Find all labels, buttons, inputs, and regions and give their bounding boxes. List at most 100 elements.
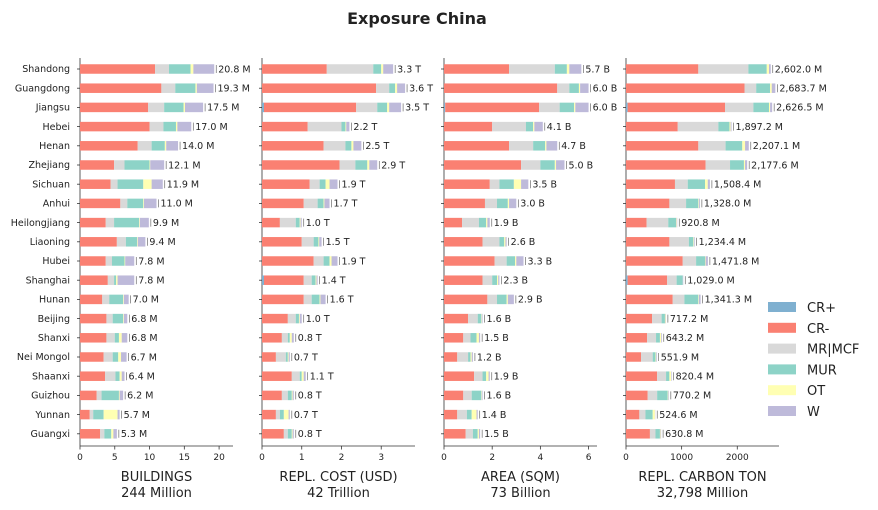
- bar-segment: [80, 352, 104, 362]
- bar-segment: [626, 333, 648, 343]
- bar-segment: [476, 333, 479, 343]
- bar-segment: [463, 333, 471, 343]
- bar-segment: [471, 390, 482, 401]
- value-label: 1,897.2 M: [736, 122, 783, 133]
- bar-segment: [121, 333, 128, 343]
- bar-segment: [472, 429, 478, 439]
- bar-segment: [119, 371, 122, 381]
- bar-segment: [319, 294, 321, 305]
- value-label: 3.5 T: [405, 103, 429, 114]
- bar-segment: [166, 141, 179, 151]
- bar-segment: [262, 121, 308, 132]
- x-tick-label: 1000: [670, 453, 693, 463]
- bar-segment: [671, 371, 672, 381]
- bar-segment: [275, 409, 280, 420]
- bar-segment: [80, 83, 162, 93]
- bar-segment: [521, 179, 529, 189]
- bar-segment: [120, 198, 128, 209]
- bar-segment: [505, 237, 507, 247]
- bar-segment: [149, 160, 151, 170]
- bar-segment: [262, 102, 264, 113]
- value-label: 524.6 M: [659, 410, 697, 421]
- bar-segment: [444, 390, 464, 401]
- bar-segment: [262, 217, 280, 228]
- bar-segment: [497, 294, 507, 305]
- bar-segment: [123, 313, 128, 324]
- bar-segment: [262, 83, 377, 93]
- bar-segment: [698, 198, 699, 209]
- bar-segment: [745, 160, 748, 170]
- value-label: 1,508.4 M: [714, 180, 761, 191]
- bar-segment: [262, 294, 304, 305]
- bar-segment: [118, 390, 120, 401]
- bar-segment: [262, 64, 327, 74]
- bar-segment: [444, 352, 458, 362]
- bar-segment: [288, 352, 290, 362]
- bar-segment: [743, 160, 746, 170]
- bar-segment: [668, 390, 669, 401]
- chart-title: Exposure China: [347, 9, 487, 28]
- bar-segment: [626, 371, 658, 381]
- bar-segment: [319, 179, 326, 189]
- bar-segment: [376, 83, 390, 93]
- bar-segment: [668, 217, 677, 228]
- bar-segment: [345, 121, 347, 132]
- bar-segment: [627, 275, 668, 285]
- bar-segment: [275, 352, 286, 362]
- bar-segment: [324, 198, 330, 209]
- bar-segment: [661, 313, 665, 324]
- bar-segment: [474, 371, 483, 381]
- bar-segment: [647, 390, 658, 401]
- value-label: 0.8 T: [298, 391, 322, 402]
- bar-segment: [626, 429, 650, 439]
- bar-segment: [481, 313, 483, 324]
- bar-segment: [292, 429, 294, 439]
- bar-segment: [488, 371, 490, 381]
- province-label: Hebei: [42, 122, 70, 133]
- bar-segment: [463, 390, 472, 401]
- bar-segment: [647, 333, 657, 343]
- bar-segment: [698, 198, 700, 209]
- bar-segment: [341, 121, 346, 132]
- bar-segment: [323, 198, 325, 209]
- bar-segment: [444, 294, 488, 305]
- bar-segment: [478, 333, 481, 343]
- province-label: Anhui: [43, 199, 70, 210]
- bar-segment: [497, 198, 508, 209]
- value-label: 4.1 B: [547, 122, 572, 133]
- bar-segment: [729, 121, 731, 132]
- bar-segment: [80, 141, 138, 151]
- value-label: 1.5 B: [484, 429, 509, 440]
- value-label: 1,328.0 M: [704, 199, 751, 210]
- value-label: 0.8 T: [298, 429, 322, 440]
- bar-segment: [659, 333, 662, 343]
- bar-segment: [515, 256, 517, 266]
- bar-segment: [676, 217, 677, 228]
- bar-segment: [745, 141, 749, 151]
- bar-segment: [105, 256, 112, 266]
- bar-segment: [316, 275, 318, 285]
- value-label: 1,471.8 M: [712, 256, 759, 267]
- value-label: 17.0 M: [195, 122, 227, 133]
- bar-segment: [262, 160, 340, 170]
- bar-segment: [559, 102, 575, 113]
- bar-segment: [492, 121, 526, 132]
- bar-segment: [80, 102, 149, 113]
- bar-segment: [381, 64, 384, 74]
- bar-segment: [193, 64, 215, 74]
- value-label: 6.8 M: [131, 333, 157, 344]
- bar-segment: [346, 121, 350, 132]
- legend-label: W: [807, 405, 820, 420]
- bar-segment: [444, 179, 490, 189]
- value-label: 7.8 M: [138, 276, 164, 287]
- legend-label: OT: [807, 384, 825, 399]
- bar-segment: [117, 179, 144, 189]
- bar-segment: [106, 313, 113, 324]
- bar-segment: [326, 64, 374, 74]
- bar-segment: [114, 160, 125, 170]
- bar-segment: [641, 352, 653, 362]
- bar-segment: [468, 313, 478, 324]
- value-label: 820.4 M: [676, 372, 714, 383]
- bar-segment: [121, 371, 125, 381]
- bar-segment: [698, 141, 726, 151]
